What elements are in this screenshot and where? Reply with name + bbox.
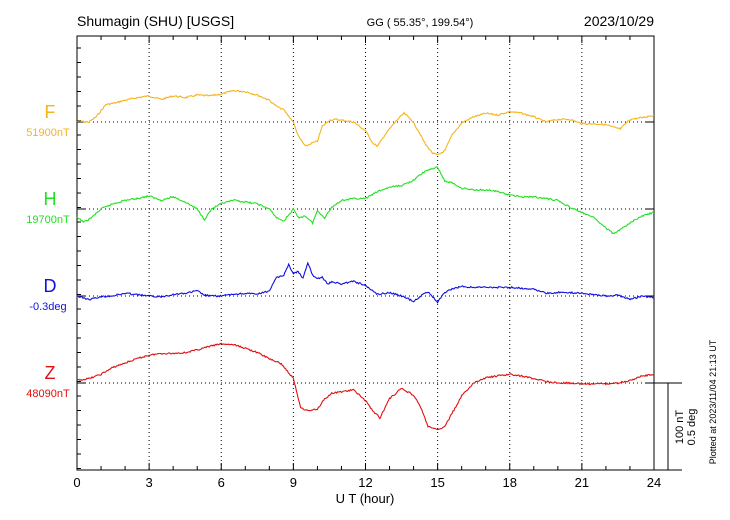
- x-tick-label: 6: [218, 475, 225, 490]
- x-tick-label: 12: [358, 475, 372, 490]
- series-name-h: H: [44, 189, 57, 209]
- series-line-h: [76, 166, 655, 235]
- scale-bar: 100 nT 0.5 deg: [654, 382, 698, 471]
- series-name-z: Z: [45, 363, 56, 383]
- series-name-d: D: [44, 276, 57, 296]
- x-tick-label: 15: [430, 475, 444, 490]
- x-axis-label: U T (hour): [336, 491, 395, 506]
- scale-bar-nt-label: 100 nT: [674, 410, 686, 445]
- axis-ticks: [76, 36, 655, 470]
- series-baseline-f: 51900nT: [26, 127, 70, 139]
- plot-date: 2023/10/29: [584, 13, 654, 29]
- series-baseline-h: 19700nT: [26, 214, 70, 226]
- series-line-f: [76, 89, 655, 155]
- x-tick-label: 3: [146, 475, 153, 490]
- series-baseline-z: 48090nT: [26, 388, 70, 400]
- plotted-at-note: Plotted at 2023/11/04 21:13 UT: [708, 339, 718, 464]
- x-tick-label: 9: [290, 475, 297, 490]
- series-baseline-d: -0.3deg: [29, 301, 66, 313]
- x-tick-label: 0: [73, 475, 80, 490]
- station-title: Shumagin (SHU) [USGS]: [77, 13, 234, 29]
- series-labels: F 51900nT H 19700nT D -0.3deg Z 48090nT: [26, 102, 70, 400]
- scale-bar-deg-label: 0.5 deg: [686, 409, 698, 446]
- series-name-f: F: [45, 102, 56, 122]
- x-tick-label: 24: [647, 475, 661, 490]
- x-tick-label: 18: [503, 475, 517, 490]
- x-tick-labels: 0 3 6 9 12 15 18 21 24: [73, 475, 661, 490]
- geographic-coords: GG ( 55.35°, 199.54°): [367, 17, 474, 29]
- series-lines: [76, 89, 655, 431]
- series-line-d: [77, 261, 655, 304]
- grid: [77, 36, 654, 470]
- series-line-z: [77, 342, 655, 431]
- x-tick-label: 21: [575, 475, 589, 490]
